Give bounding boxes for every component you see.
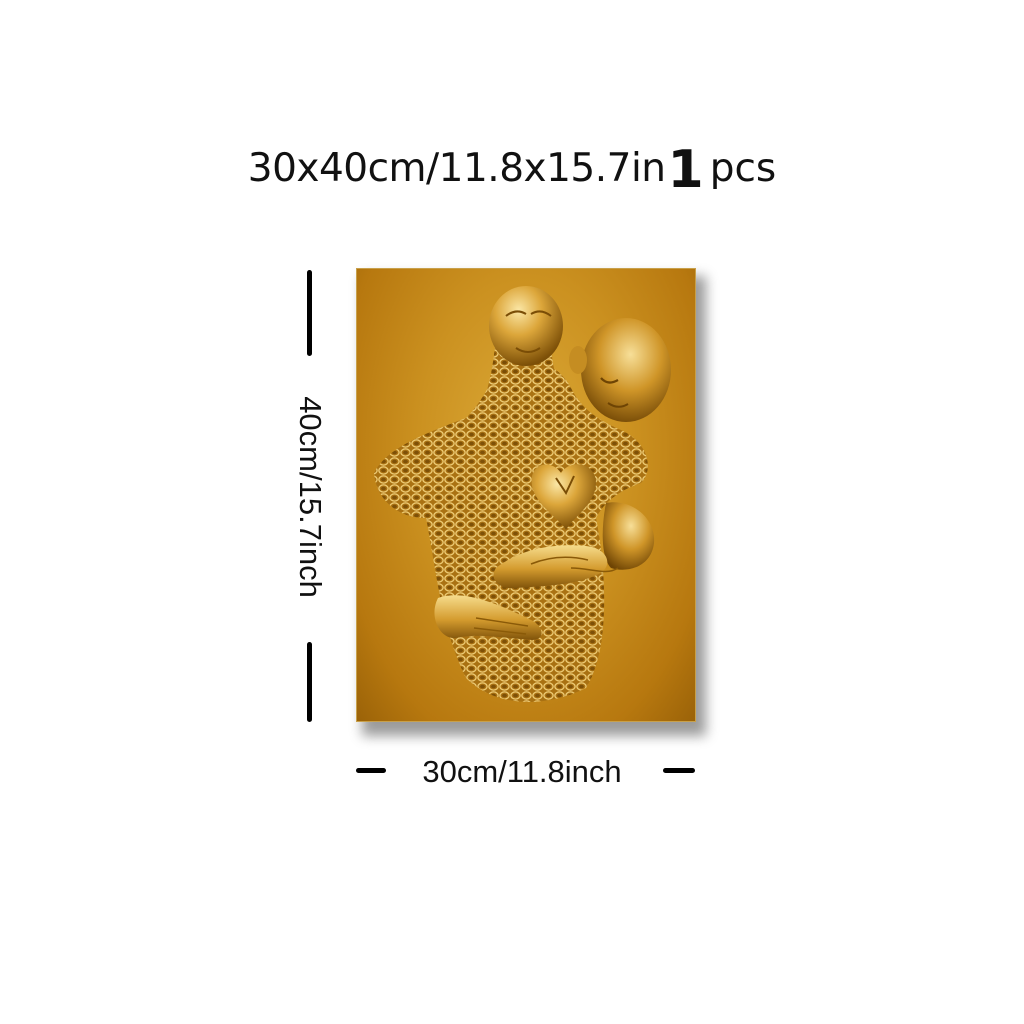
height-label: 40cm/15.7inch [293,396,328,598]
height-dimension-line-top [307,270,312,356]
size-text: 30x40cm/11.8x15.7in [247,146,666,191]
width-dimension-line-right [663,768,695,773]
heart [531,464,596,530]
mesh-torso [374,358,648,702]
cradling-hands [493,545,608,589]
canvas-painting [356,268,696,722]
second-arm [602,502,655,570]
quantity-unit: pcs [709,146,777,191]
quantity-number: 1 [667,140,704,200]
width-label: 30cm/11.8inch [422,754,622,789]
hip-hand [434,595,542,640]
sculpture-artwork [374,286,671,702]
front-head [489,286,563,366]
second-head [581,318,671,422]
height-dimension-line-bottom [307,642,312,722]
width-dimension-line-left [356,768,386,773]
size-quantity-title: 30x40cm/11.8x15.7in1 pcs [0,138,1024,196]
